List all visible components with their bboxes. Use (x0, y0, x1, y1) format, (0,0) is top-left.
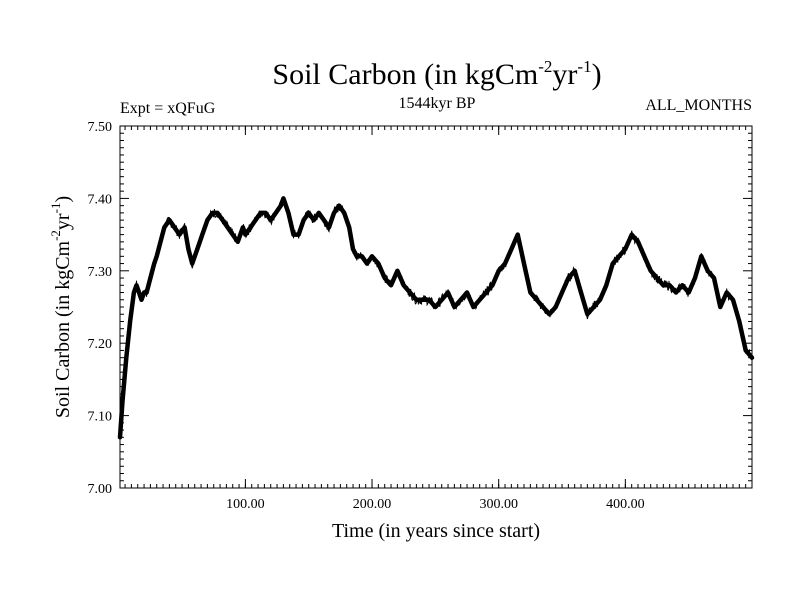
y-tick-label: 7.20 (88, 337, 113, 352)
x-tick-label: 400.00 (606, 497, 645, 512)
subtitle-experiment: Expt = xQFuG (120, 100, 216, 117)
x-tick-label: 300.00 (479, 497, 518, 512)
y-axis-title: Soil Carbon (in kgCm-2yr-1) (48, 196, 74, 418)
subtitle-months: ALL_MONTHS (645, 97, 752, 114)
chart-title: Soil Carbon (in kgCm-2yr-1) (272, 57, 601, 91)
subtitle-period: 1544kyr BP (399, 95, 476, 112)
x-axis-title: Time (in years since start) (332, 520, 540, 542)
series-noise-soil-carbon (119, 198, 753, 438)
x-tick-labels: 100.00 200.00 300.00 400.00 (226, 497, 644, 512)
y-tick-label: 7.50 (88, 120, 113, 135)
series-line-soil-carbon (117, 196, 755, 440)
y-tick-labels: 7.00 7.10 7.20 7.30 7.40 7.50 (88, 120, 113, 497)
y-tick-label: 7.10 (88, 410, 113, 425)
y-minor-ticks (120, 132, 752, 482)
y-tick-label: 7.40 (88, 192, 113, 207)
y-tick-label: 7.30 (88, 265, 113, 280)
x-major-ticks (244, 126, 626, 488)
x-tick-label: 100.00 (226, 497, 265, 512)
y-tick-label: 7.00 (88, 482, 113, 497)
x-tick-label: 200.00 (353, 497, 392, 512)
